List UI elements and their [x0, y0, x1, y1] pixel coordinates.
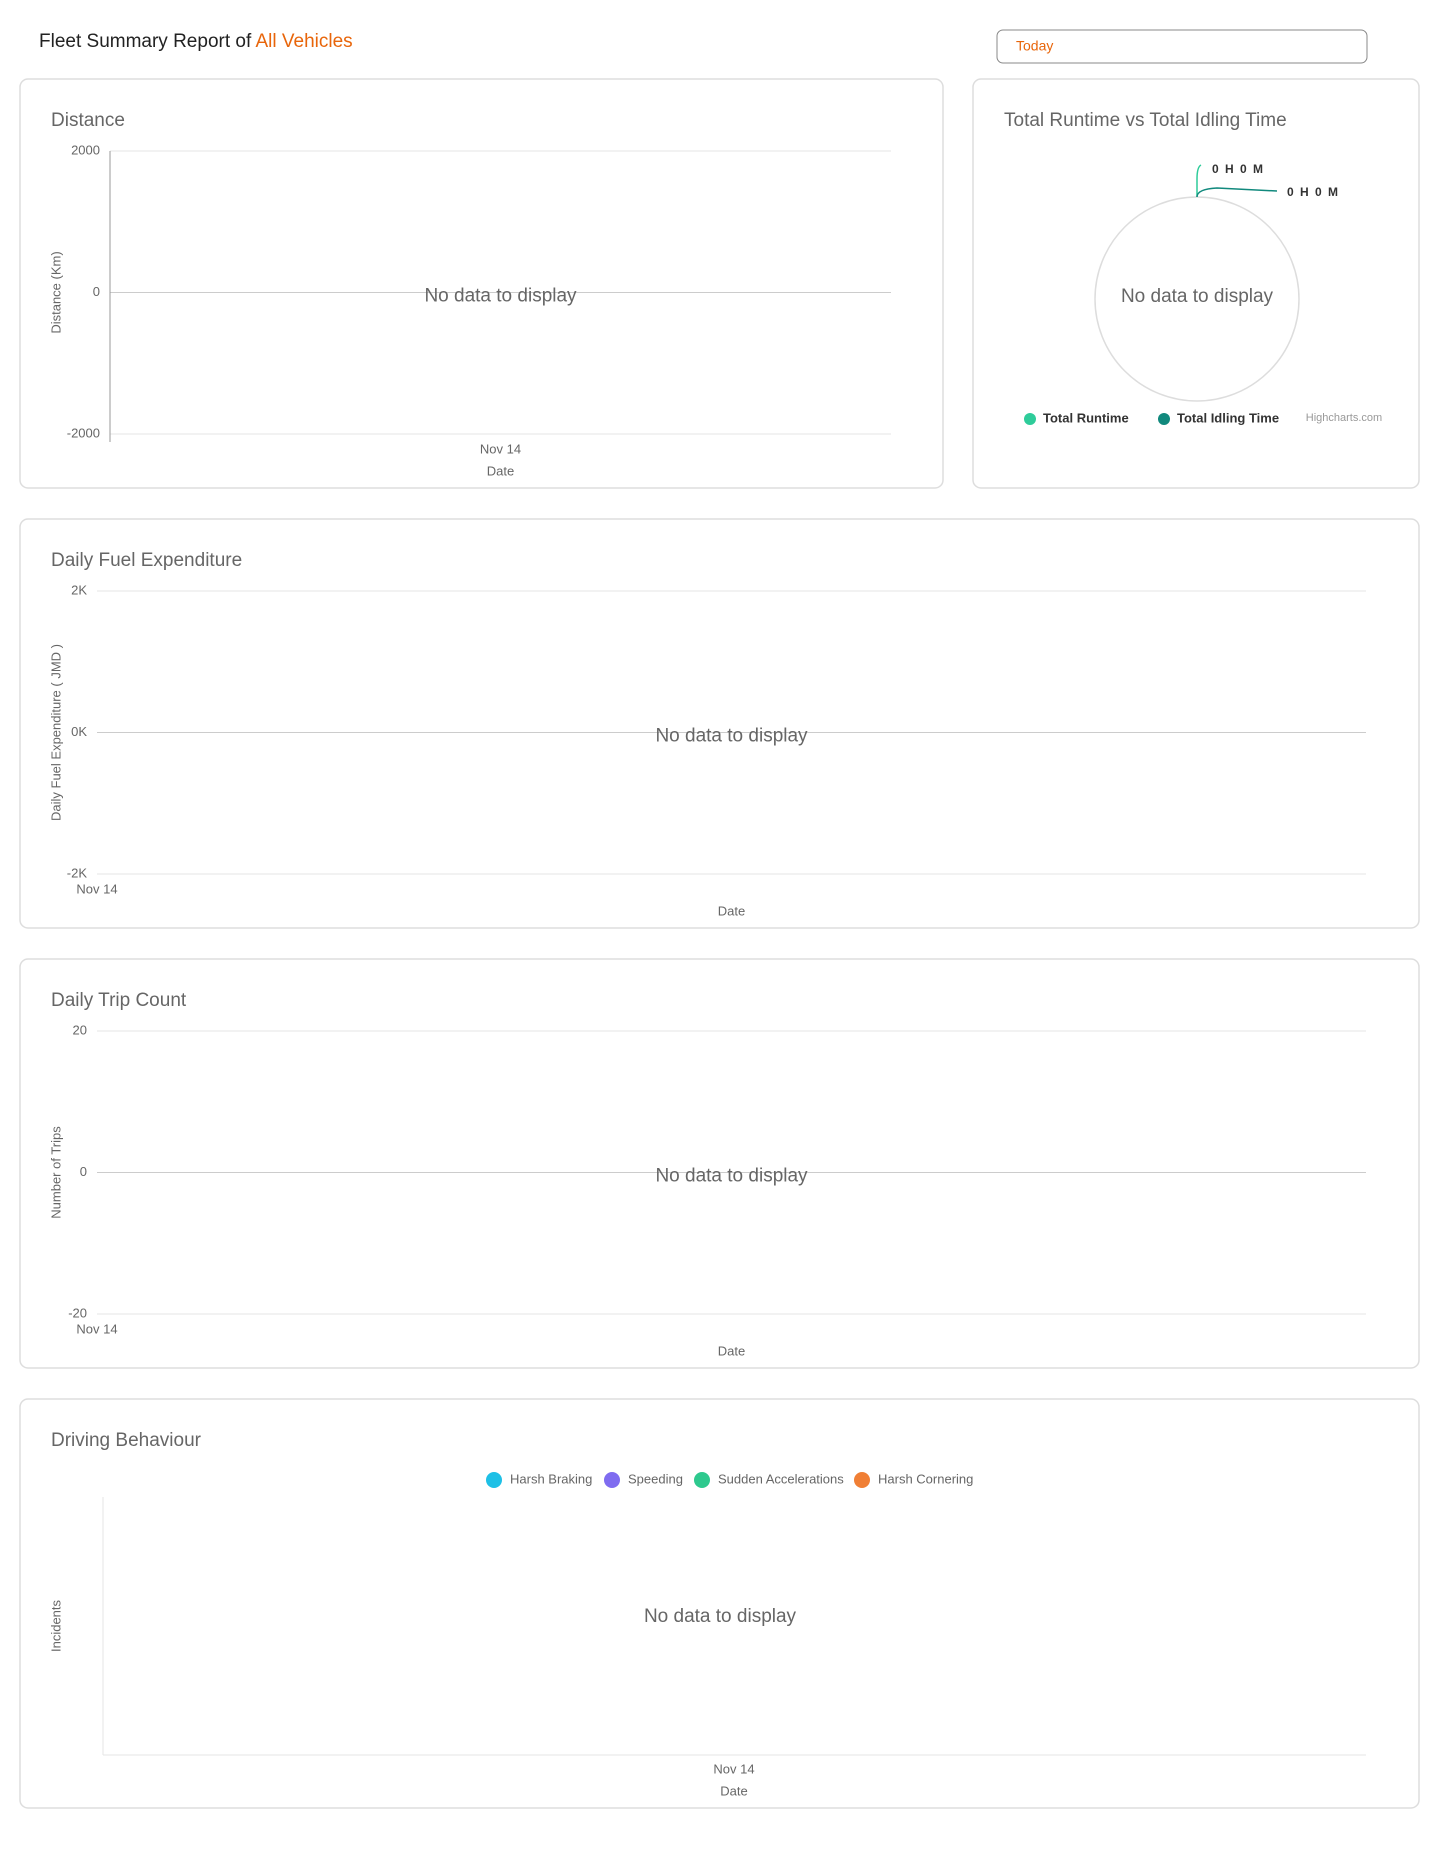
y-axis-label: Incidents: [48, 1599, 63, 1652]
y-tick-label: 0K: [71, 724, 87, 739]
legend-dot: [1158, 413, 1170, 425]
panel: [19, 958, 1420, 1369]
data-label-connector: [1196, 164, 1202, 197]
date-filter[interactable]: [996, 29, 1368, 64]
x-tick-label: Nov 14: [480, 441, 521, 456]
legend-label: Speeding: [628, 1471, 683, 1486]
no-data: No data to display: [424, 286, 577, 307]
report-title-text: Fleet Summary Report of: [39, 31, 252, 52]
y-tick-label: 0: [80, 1164, 87, 1179]
legend-label: Total Runtime: [1043, 410, 1129, 425]
y-axis-label: Number of Trips: [48, 1126, 63, 1219]
y-tick-label: -20: [68, 1305, 87, 1320]
panel: [19, 78, 944, 489]
x-axis-label: Date: [720, 1783, 747, 1798]
y-tick-label: -2000: [67, 425, 100, 440]
report-title: Fleet Summary Report of All Vehicles: [39, 31, 353, 52]
panel: [19, 1398, 1420, 1809]
y-tick-label: 2K: [71, 582, 87, 597]
legend-label: Harsh Cornering: [878, 1471, 973, 1486]
x-axis-label: Date: [718, 903, 745, 918]
x-tick-label: Nov 14: [713, 1761, 754, 1776]
x-axis-label: Date: [487, 463, 514, 478]
panel: [972, 78, 1420, 489]
date-filter-value[interactable]: Today: [1016, 38, 1053, 54]
legend-dot: [486, 1472, 502, 1488]
data-label-connector: [1196, 187, 1278, 198]
legend-label: Sudden Accelerations: [718, 1471, 844, 1486]
x-tick-label: Nov 14: [76, 881, 117, 896]
panel: [19, 518, 1420, 929]
panel-title: Daily Fuel Expenditure: [51, 550, 242, 571]
data-label: 0 H 0 M: [1212, 162, 1265, 176]
legend-dot: [694, 1472, 710, 1488]
y-axis-label: Distance (Km): [48, 251, 63, 333]
legend-dot: [854, 1472, 870, 1488]
x-tick-label: Nov 14: [76, 1321, 117, 1336]
no-data: No data to display: [655, 1166, 808, 1187]
credit: Highcharts.com: [1306, 412, 1382, 424]
panel-title: Total Runtime vs Total Idling Time: [1004, 110, 1287, 131]
y-tick-label: -2K: [67, 865, 88, 880]
data-label: 0 H 0 M: [1287, 185, 1340, 199]
legend-dot: [604, 1472, 620, 1488]
y-tick-label: 0: [93, 284, 100, 299]
legend-label: Total Idling Time: [1177, 410, 1279, 425]
no-data: No data to display: [644, 1606, 797, 1627]
x-axis-label: Date: [718, 1343, 745, 1358]
no-data: No data to display: [655, 726, 808, 747]
y-tick-label: 20: [73, 1022, 87, 1037]
panel-title: Driving Behaviour: [51, 1430, 202, 1451]
no-data: No data to display: [1121, 286, 1274, 307]
y-tick-label: 2000: [71, 142, 100, 157]
legend-label: Harsh Braking: [510, 1471, 592, 1486]
report-vehicles[interactable]: All Vehicles: [255, 31, 352, 52]
legend-dot: [1024, 413, 1036, 425]
panel-title: Daily Trip Count: [51, 990, 187, 1011]
panel-title: Distance: [51, 110, 125, 131]
y-axis-label: Daily Fuel Expenditure ( JMD ): [48, 644, 63, 821]
